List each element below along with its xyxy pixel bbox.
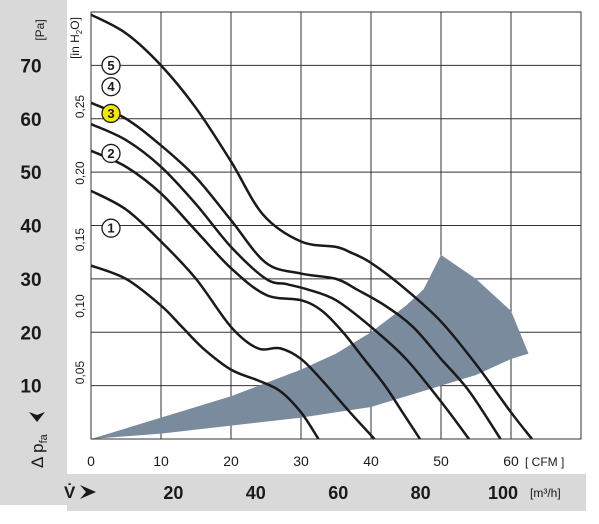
curve-1: [90, 264, 320, 440]
curve-6: [90, 13, 533, 440]
curve-2: [90, 189, 376, 440]
inh2o-tick: 0,25: [73, 95, 87, 119]
pa-tick: 40: [20, 217, 41, 238]
pa-tick: 20: [20, 323, 41, 344]
cfm-tick: 10: [153, 453, 169, 469]
pa-tick: 60: [20, 110, 41, 131]
inh2o-unit-label: [in H2O]: [68, 17, 84, 59]
pa-tick: 70: [20, 56, 41, 77]
m3h-tick: 80: [411, 483, 431, 503]
pa-tick: 10: [20, 377, 41, 398]
pa-tick: 50: [20, 163, 41, 184]
bottom-label-band: [67, 474, 586, 511]
inh2o-tick: 0,05: [73, 361, 87, 385]
inh2o-tick-labels: 0,05 0,10 0,15 0,20 0,25: [73, 95, 87, 385]
left-label-band: [0, 0, 67, 505]
m3h-unit-label: [m³/h]: [530, 486, 561, 500]
curve-4-label: 4: [107, 79, 115, 94]
curve-3-label: 3: [107, 106, 114, 121]
cfm-tick: 40: [363, 453, 379, 469]
inh2o-tick: 0,20: [73, 161, 87, 185]
curve-5-marker: [101, 55, 121, 76]
cfm-tick: 60: [503, 453, 519, 469]
curve-4-marker: [101, 77, 121, 97]
pa-tick-labels: 10 20 30 40 50 60 70: [20, 56, 41, 397]
plot-frame: [90, 11, 582, 440]
cfm-tick: 30: [293, 453, 309, 469]
cfm-tick-labels: 0 10 20 30 40 50 60: [87, 453, 519, 469]
curve-1-label: 1: [107, 221, 114, 236]
curve-2-label: 2: [107, 146, 114, 161]
curve-2-marker: [101, 143, 121, 164]
curve-3-marker: [101, 103, 121, 124]
curve-5-label: 5: [107, 58, 114, 73]
m3h-tick: 60: [328, 483, 348, 503]
svg-text:V̇: V̇: [64, 483, 76, 502]
cfm-unit-label: [ CFM ]: [525, 455, 564, 469]
inh2o-tick: 0,10: [73, 294, 87, 318]
cfm-tick: 50: [433, 453, 449, 469]
m3h-tick: 100: [488, 483, 518, 503]
cfm-tick: 20: [223, 453, 239, 469]
x-axis-name: V̇: [64, 483, 96, 502]
curves: [90, 13, 533, 440]
m3h-tick: 40: [246, 483, 266, 503]
curve-5: [90, 101, 502, 440]
pa-tick: 30: [20, 270, 41, 291]
curve-4: [90, 122, 471, 440]
inh2o-tick: 0,15: [73, 228, 87, 252]
arrow-right-icon: [80, 485, 96, 499]
curve-3: [90, 149, 422, 440]
m3h-tick-labels: 20 40 60 80 100: [163, 483, 518, 503]
curve-labels: 123456: [101, 55, 121, 238]
arrow-up-icon: [29, 412, 45, 422]
curve-1-marker: [101, 218, 121, 238]
pa-unit-label: [Pa]: [33, 19, 47, 40]
cfm-tick: 0: [87, 453, 95, 469]
m3h-tick: 20: [163, 483, 183, 503]
